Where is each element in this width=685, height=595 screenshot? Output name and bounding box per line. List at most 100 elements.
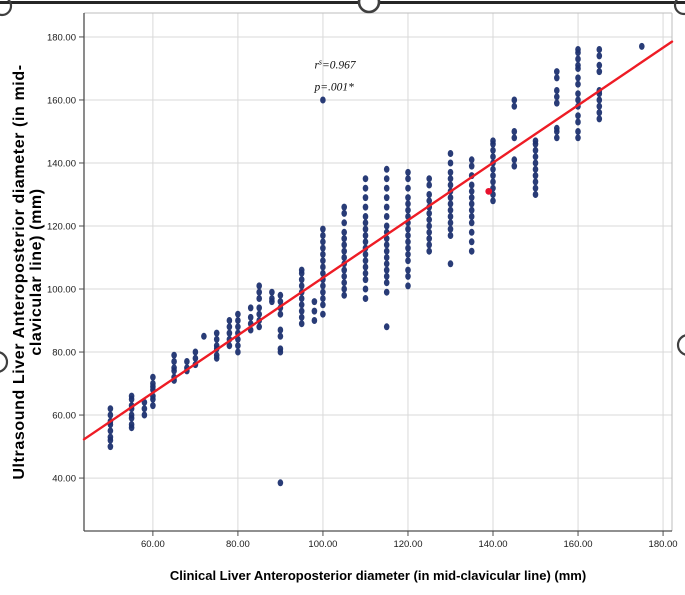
data-point [141,411,148,419]
y-axis-title-line1: Ultrasound Liver Anteroposterior diamete… [11,64,28,479]
stat-annotation-p: p=.001* [313,82,354,94]
stat-annotation-r: rs=0.967 [314,57,356,72]
data-point [468,181,475,189]
data-point [256,310,263,318]
data-point [383,213,390,220]
data-point [511,102,518,110]
data-point [405,175,411,183]
data-point [447,260,454,268]
data-point [490,146,496,154]
selection-handle-left-middle-icon [0,351,9,373]
y-tick-label: 40.00 [52,474,76,485]
y-axis-title: Ultrasound Liver Anteroposterior diamete… [11,64,45,479]
data-point [107,427,114,435]
data-point [320,282,326,290]
data-point [447,206,454,214]
data-point [426,175,433,183]
data-point [490,197,496,205]
data-point [490,165,496,173]
data-point [383,241,390,249]
x-tick-label: 60.00 [141,539,165,550]
data-point [405,250,411,258]
plot-area [84,13,672,531]
data-point [320,263,326,271]
data-point [405,194,411,202]
data-point [468,194,475,202]
data-point [213,351,220,359]
data-point [341,247,348,255]
data-point [256,288,263,296]
data-point [575,61,581,69]
data-point [256,304,263,312]
data-point [596,68,603,76]
data-point [405,257,411,265]
data-point [256,295,263,302]
data-point [532,153,539,161]
y-tick-label: 100.00 [47,285,76,296]
data-point [320,225,326,233]
data-point [201,332,207,340]
data-point [554,68,560,76]
selection-handle-top-right-icon [673,0,685,16]
data-point [596,102,603,110]
data-point [192,354,199,362]
data-point [269,295,275,302]
data-point [311,298,318,306]
data-point [468,219,475,227]
data-point [277,310,284,318]
data-point [298,320,305,328]
data-point [532,159,539,167]
data-point [320,269,326,277]
y-tick-label: 160.00 [47,95,76,106]
data-point [405,232,411,239]
data-point [341,279,348,287]
data-point [298,295,305,302]
data-point [362,276,369,284]
data-point [362,203,369,211]
data-point [383,254,390,261]
data-point [298,307,305,315]
data-point [511,96,518,104]
x-tick-label: 180.00 [649,539,678,550]
data-point [426,247,433,255]
data-point [362,225,369,233]
data-point [277,332,284,340]
data-point [320,288,326,296]
data-point [575,80,581,88]
data-point [171,364,177,372]
data-point [447,219,454,227]
data-point [426,197,433,205]
data-point [490,172,496,180]
figure-top-border [0,1,685,4]
data-point [298,301,305,309]
data-point [554,134,560,142]
data-point [362,257,369,265]
data-point [468,238,475,246]
data-point [447,225,454,233]
data-point [235,317,241,324]
data-point [256,323,263,331]
data-point [341,241,348,249]
data-point [362,269,369,277]
data-point [362,285,369,293]
data-point [554,99,560,107]
data-point [447,232,454,239]
data-point [575,55,581,63]
x-tick-label: 120.00 [393,539,422,550]
x-axis-title: Clinical Liver Anteroposterior diameter … [170,568,586,583]
data-point [405,200,411,208]
data-point [107,411,114,419]
data-point [383,175,390,183]
data-point [405,225,411,233]
data-point [362,295,369,302]
data-point [298,276,305,284]
data-point [235,310,241,318]
data-point [107,405,114,413]
data-point [235,323,241,331]
axis-ticks: 60.00 80.00 100.00 120.00 140.00 160.00 180.00… [47,32,678,550]
selection-handle-top-left-icon [0,0,13,17]
data-point [405,184,411,192]
y-tick-label: 80.00 [52,348,76,359]
data-point [362,219,369,227]
